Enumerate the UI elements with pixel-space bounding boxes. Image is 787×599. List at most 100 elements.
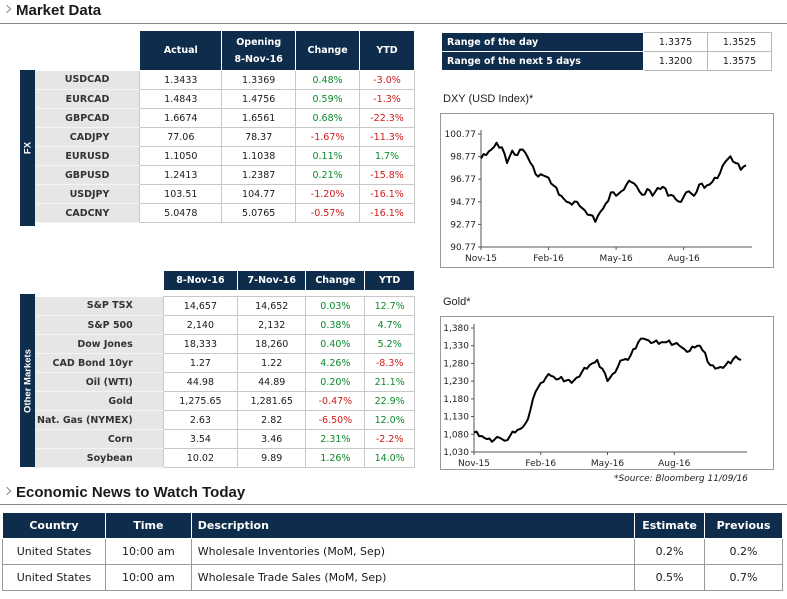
x-tick-label: Aug-16 xyxy=(658,459,691,469)
news-estimate: 0.5% xyxy=(634,564,706,591)
fx-ytd: 1.7% xyxy=(359,146,415,166)
source-note: *Source: Bloomberg 11/09/16 xyxy=(614,474,748,484)
market-label: CAD Bond 10yr xyxy=(35,353,164,373)
y-tick-label: 1,280 xyxy=(443,359,469,369)
news-estimate: 0.2% xyxy=(634,538,706,565)
range-high: 1.3575 xyxy=(707,51,772,71)
range-label: Range of the day xyxy=(441,32,644,52)
fx-change: 0.68% xyxy=(295,108,361,128)
market-ytd: -2.2% xyxy=(364,429,415,449)
fx-ytd: -22.3% xyxy=(359,108,415,128)
fx-row: EURUSD 1.1050 1.1038 0.11% 1.7% xyxy=(35,146,415,166)
market-value-today: 2.63 xyxy=(162,410,239,430)
fx-row: EURCAD 1.4843 1.4756 0.59% -1.3% xyxy=(35,89,415,109)
market-change: 0.03% xyxy=(305,296,366,316)
range-high: 1.3525 xyxy=(707,32,772,52)
market-change: -0.47% xyxy=(305,391,366,411)
market-ytd: -8.3% xyxy=(364,353,415,373)
fx-pair-label: GBPCAD xyxy=(35,108,140,128)
x-tick-label: Nov-15 xyxy=(465,254,497,264)
market-change: 2.31% xyxy=(305,429,366,449)
news-table: Country Time Description Estimate Previo… xyxy=(2,512,783,591)
news-previous: 0.2% xyxy=(704,538,783,565)
range-low: 1.3375 xyxy=(643,32,708,52)
market-row: Corn 3.54 3.46 2.31% -2.2% xyxy=(35,429,415,449)
economic-news-title: Economic News to Watch Today xyxy=(2,484,245,501)
y-tick-label: 1,230 xyxy=(443,377,469,387)
market-value-today: 2,140 xyxy=(162,315,239,335)
market-row: S&P TSX 14,657 14,652 0.03% 12.7% xyxy=(35,296,415,316)
x-tick-label: Feb-16 xyxy=(533,254,564,264)
fx-pair-label: CADJPY xyxy=(35,127,140,147)
fx-table: Actual Opening 8-Nov-16 Change YTD USDCA… xyxy=(35,30,415,223)
market-label: Nat. Gas (NYMEX) xyxy=(35,410,164,430)
market-ytd: 4.7% xyxy=(364,315,415,335)
market-value-today: 3.54 xyxy=(162,429,239,449)
news-header-country: Country xyxy=(2,512,106,539)
market-row: Nat. Gas (NYMEX) 2.63 2.82 -6.50% 12.0% xyxy=(35,410,415,430)
gold-chart-title: Gold* xyxy=(443,296,471,308)
x-tick-label: May-16 xyxy=(600,254,633,264)
y-tick-label: 1,330 xyxy=(443,342,469,352)
fx-pair-label: USDJPY xyxy=(35,184,140,204)
market-change: 1.26% xyxy=(305,448,366,468)
y-tick-label: 1,030 xyxy=(443,448,469,458)
market-label: S&P 500 xyxy=(35,315,164,335)
x-tick-label: May-16 xyxy=(591,459,624,469)
y-tick-label: 100.77 xyxy=(445,130,477,140)
range-label: Range of the next 5 days xyxy=(441,51,644,71)
fx-opening: 1.1038 xyxy=(221,146,297,166)
market-change: 0.20% xyxy=(305,372,366,392)
fx-change: -1.67% xyxy=(295,127,361,147)
fx-row: CADCNY 5.0478 5.0765 -0.57% -16.1% xyxy=(35,203,415,223)
fx-row: GBPCAD 1.6674 1.6561 0.68% -22.3% xyxy=(35,108,415,128)
fx-opening: 1.4756 xyxy=(221,89,297,109)
fx-opening: 1.2387 xyxy=(221,165,297,185)
fx-ytd: -16.1% xyxy=(359,184,415,204)
y-tick-label: 96.77 xyxy=(450,175,476,185)
news-previous: 0.7% xyxy=(704,564,783,591)
series-line xyxy=(473,337,742,443)
x-tick-label: Feb-16 xyxy=(525,459,556,469)
market-data-title: Market Data xyxy=(2,2,101,19)
market-value-prev: 18,260 xyxy=(237,334,307,354)
fx-actual: 5.0478 xyxy=(139,203,223,223)
fx-change: -0.57% xyxy=(295,203,361,223)
fx-change: 0.21% xyxy=(295,165,361,185)
range-table: Range of the day 1.3375 1.3525 Range of … xyxy=(441,32,772,71)
market-value-prev: 3.46 xyxy=(237,429,307,449)
fx-change: 0.48% xyxy=(295,70,361,90)
market-value-prev: 14,652 xyxy=(237,296,307,316)
market-value-prev: 44.89 xyxy=(237,372,307,392)
fx-pair-label: USDCAD xyxy=(35,70,140,90)
x-tick-label: Nov-15 xyxy=(458,459,490,469)
market-row: Gold 1,275.65 1,281.65 -0.47% 22.9% xyxy=(35,391,415,411)
gold-chart: 1,380 1,330 1,280 1,230 1,180 1,130 1,080 1,030… xyxy=(443,324,747,469)
dxy-chart-frame: 100.77 98.77 96.77 94.77 92.77 90.77 Nov-15 Feb… xyxy=(440,113,774,268)
news-country: United States xyxy=(2,538,106,565)
market-change: 0.40% xyxy=(305,334,366,354)
market-value-today: 14,657 xyxy=(162,296,239,316)
fx-change: -1.20% xyxy=(295,184,361,204)
other-header-change: Change xyxy=(305,270,366,291)
y-tick-label: 94.77 xyxy=(450,198,476,208)
y-tick-label: 98.77 xyxy=(450,153,476,163)
fx-opening: 78.37 xyxy=(221,127,297,147)
series-line xyxy=(480,141,747,223)
fx-ytd: -1.3% xyxy=(359,89,415,109)
market-value-prev: 2.82 xyxy=(237,410,307,430)
other-header-prev: 7-Nov-16 xyxy=(237,270,307,291)
market-row: Soybean 10.02 9.89 1.26% 14.0% xyxy=(35,448,415,468)
market-label: Oil (WTI) xyxy=(35,372,164,392)
fx-actual: 1.3433 xyxy=(139,70,223,90)
news-country: United States xyxy=(2,564,106,591)
market-row: S&P 500 2,140 2,132 0.38% 4.7% xyxy=(35,315,415,335)
fx-pair-label: EURUSD xyxy=(35,146,140,166)
fx-actual: 103.51 xyxy=(139,184,223,204)
other-markets-table: 8-Nov-16 7-Nov-16 Change YTD S&P TSX 14,6… xyxy=(35,270,415,468)
market-label: Corn xyxy=(35,429,164,449)
other-header-ytd: YTD xyxy=(364,270,415,291)
fx-ytd: -3.0% xyxy=(359,70,415,90)
news-description: Wholesale Inventories (MoM, Sep) xyxy=(190,538,636,565)
